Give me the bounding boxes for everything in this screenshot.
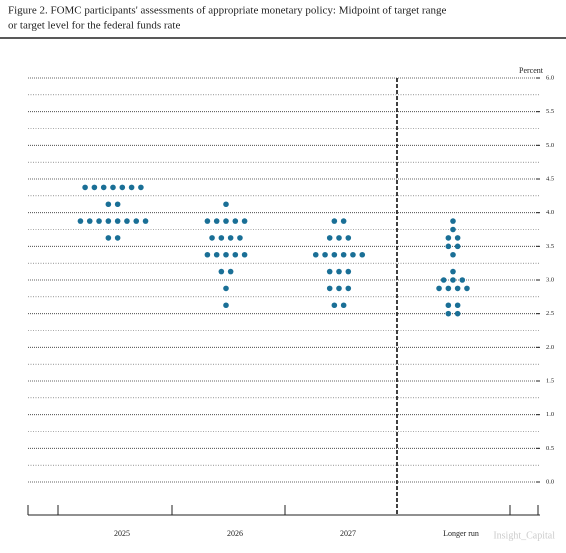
dot [340, 218, 347, 224]
dot [336, 268, 342, 275]
dot [114, 218, 121, 224]
x-tick-label: 2026 [227, 529, 243, 538]
chart-title: or target level for the federal funds ra… [8, 20, 180, 32]
dot [445, 285, 452, 292]
dot [445, 235, 452, 241]
dot [464, 285, 470, 292]
dot [204, 251, 211, 258]
dot [350, 251, 356, 258]
dot [345, 285, 352, 292]
dot [450, 277, 456, 283]
dot [445, 302, 452, 309]
dot [345, 235, 352, 241]
dot [128, 184, 135, 191]
dot [440, 277, 447, 283]
dot [340, 302, 347, 309]
y-tick-label: 3.0 [546, 276, 554, 283]
dot [454, 243, 461, 250]
dot [345, 268, 352, 275]
dot [96, 218, 102, 224]
dot [454, 235, 461, 241]
dot [326, 235, 333, 241]
dot [312, 251, 319, 258]
dot [336, 235, 342, 241]
dot [218, 235, 225, 241]
dot [359, 251, 366, 258]
dot [213, 251, 220, 258]
dot [331, 218, 338, 224]
dot [450, 226, 456, 233]
dot [105, 218, 112, 224]
watermark: Insight_Capital [493, 530, 555, 541]
dot [204, 218, 211, 224]
y-tick-label: 0.0 [546, 478, 554, 485]
dot [331, 251, 338, 258]
dot [445, 310, 452, 317]
dot [119, 184, 126, 191]
dot [223, 302, 229, 309]
y-axis-label: Percent [519, 66, 544, 75]
dot [86, 218, 93, 224]
dot [454, 285, 461, 292]
y-tick-label: 3.5 [546, 243, 554, 250]
dot [110, 184, 116, 191]
y-tick-label: 2.5 [546, 310, 554, 317]
dot [450, 218, 456, 224]
dot [336, 285, 342, 292]
dot [450, 268, 456, 275]
dot [326, 268, 333, 275]
dot [218, 268, 225, 275]
dot [454, 310, 461, 317]
dot [114, 235, 121, 241]
dot [77, 218, 84, 224]
y-tick-label: 4.0 [546, 209, 554, 216]
dot [223, 285, 229, 292]
dot [232, 251, 239, 258]
dot [227, 268, 234, 275]
dot [124, 218, 130, 224]
dot [223, 218, 229, 224]
x-tick-label: Longer run [443, 529, 479, 538]
dot [114, 201, 121, 208]
dot [133, 218, 140, 224]
dot [142, 218, 149, 224]
dot [232, 218, 239, 224]
dot [454, 302, 461, 309]
dot [241, 251, 248, 258]
dot [436, 285, 442, 292]
y-tick-label: 1.0 [546, 411, 554, 418]
dot [340, 251, 347, 258]
x-tick-label: 2027 [340, 529, 356, 538]
dot [82, 184, 88, 191]
y-tick-label: 4.5 [546, 175, 554, 182]
dot [223, 201, 229, 208]
y-tick-label: 2.0 [546, 344, 554, 351]
dot [459, 277, 466, 283]
y-tick-label: 6.0 [546, 74, 554, 81]
dot [223, 251, 229, 258]
chart-title: Figure 2. FOMC participants' assessments… [8, 5, 446, 17]
dot [105, 201, 112, 208]
y-tick-label: 5.0 [546, 142, 554, 149]
dot [138, 184, 144, 191]
dot [213, 218, 220, 224]
dot [209, 235, 215, 241]
dot [91, 184, 98, 191]
dot [237, 235, 243, 241]
y-tick-label: 5.5 [546, 108, 554, 115]
dot [241, 218, 248, 224]
dot [322, 251, 328, 258]
dot [105, 235, 112, 241]
dot [445, 243, 452, 250]
dot [326, 285, 333, 292]
dot [227, 235, 234, 241]
y-tick-label: 0.5 [546, 445, 554, 452]
dot [100, 184, 107, 191]
dot [450, 251, 456, 258]
dot [331, 302, 338, 309]
y-tick-label: 1.5 [546, 377, 554, 384]
x-tick-label: 2025 [114, 529, 130, 538]
